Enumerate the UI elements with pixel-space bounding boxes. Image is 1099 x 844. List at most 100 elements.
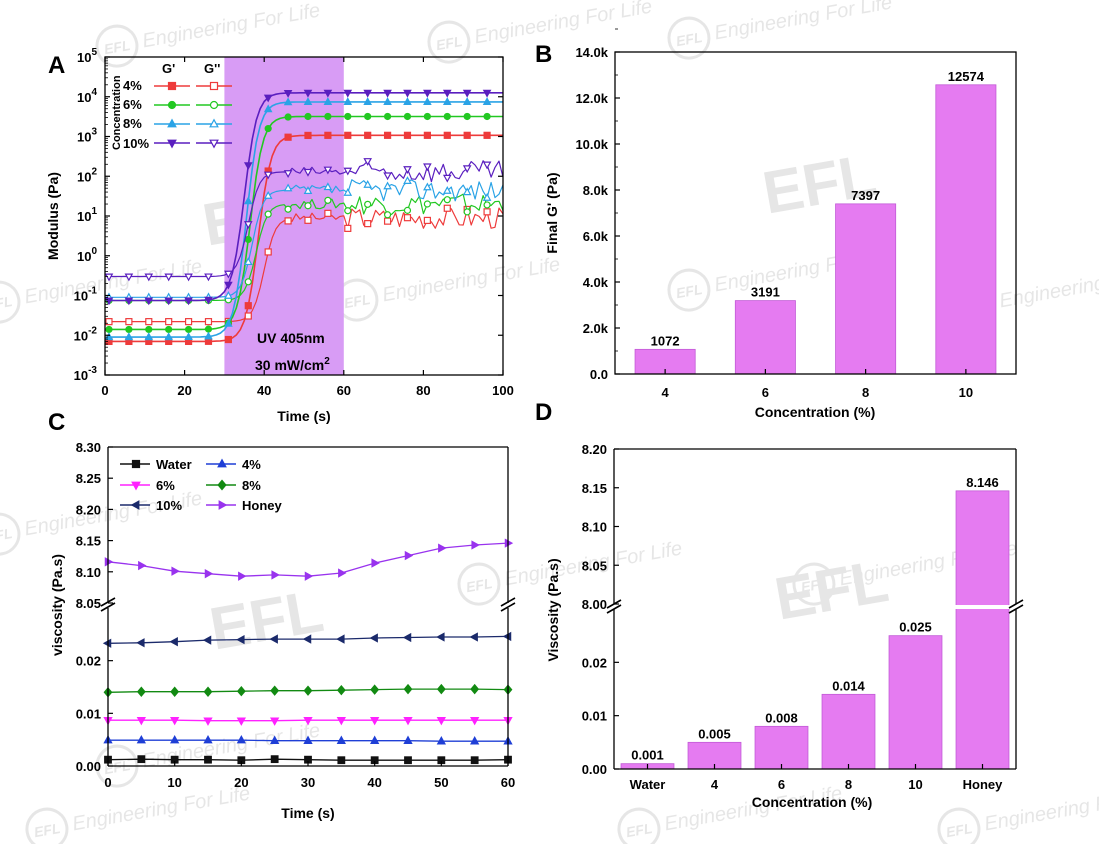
storage-modulus-point	[403, 89, 412, 98]
panel-d-y-label: Viscosity (Pa.s)	[545, 558, 561, 661]
storage-modulus-point	[463, 112, 471, 121]
panel-letter-b: B	[535, 41, 552, 68]
y-tick-label: 103	[77, 127, 97, 145]
storage-modulus-point	[423, 131, 431, 139]
legend-marker	[209, 100, 219, 110]
viscosity-point	[236, 734, 246, 744]
storage-modulus-point	[462, 97, 472, 105]
watermark-text: Engineering For Life	[23, 487, 204, 540]
legend-label-c-4pct: 4%	[242, 457, 261, 472]
viscosity-point	[470, 716, 480, 726]
panel-b-axes: 0.0 2.0k 4.0k 6.0k 8.0k 10.0k 12.0k 14.0k 4 6 8 10	[575, 28, 973, 400]
loss-modulus-point	[383, 172, 392, 181]
y-tick-label: 0.00	[76, 759, 101, 774]
x-tick-label: 20	[177, 383, 191, 398]
watermark-text: Engineering For Life	[381, 253, 562, 306]
storage-modulus-point	[304, 112, 312, 121]
storage-modulus-point	[124, 297, 134, 306]
legend-label-c-6pct: 6%	[156, 478, 175, 493]
y-tick-exponent: -2	[88, 325, 97, 336]
y-tick-label: 12.0k	[575, 91, 608, 106]
axis-break-right	[1008, 604, 1024, 614]
loss-modulus-point	[184, 273, 193, 282]
viscosity-point	[138, 560, 147, 571]
storage-modulus-point	[344, 131, 352, 139]
viscosity-point	[371, 558, 380, 568]
storage-modulus-point	[184, 332, 193, 341]
legend-header-loss-modulus: G''	[204, 61, 220, 76]
loss-modulus-point	[423, 216, 431, 225]
y-tick-label: 10-1	[74, 286, 98, 304]
storage-modulus-point	[164, 332, 173, 341]
viscosity-point	[336, 735, 346, 744]
storage-modulus-point	[144, 297, 154, 306]
x-tick-label: 6	[762, 385, 769, 400]
x-tick-label: Honey	[963, 777, 1004, 792]
watermark-logo-text: EFL	[33, 820, 62, 840]
storage-modulus-point	[483, 112, 491, 121]
loss-modulus-point	[145, 318, 153, 326]
storage-modulus-point	[364, 131, 372, 139]
storage-modulus-point	[264, 124, 272, 133]
storage-modulus-point	[463, 131, 471, 139]
viscosity-point	[370, 684, 380, 695]
watermark-logo-icon	[667, 268, 711, 312]
loss-modulus-point	[303, 186, 313, 194]
x-tick-label: Water	[630, 777, 666, 792]
loss-modulus-point	[124, 273, 134, 282]
loss-modulus-point	[105, 318, 113, 326]
y-tick-label: 8.15	[582, 481, 607, 496]
watermark-logo-icon	[25, 807, 69, 844]
viscosity-point	[104, 557, 114, 567]
y-tick-label: 102	[77, 166, 97, 184]
loss-modulus-point	[344, 224, 352, 232]
viscosity-point	[136, 716, 146, 726]
y-tick-label: 8.10	[76, 565, 101, 580]
panel-b-final-modulus-chart: B 1072 3191 7397 12574 0.0 2.0k 4.0k 6.0k 8.0k 1…	[535, 28, 1017, 420]
y-tick-label: 8.15	[76, 534, 101, 549]
viscosity-point	[169, 637, 178, 647]
loss-modulus-point	[224, 291, 233, 299]
legend-marker	[209, 139, 219, 149]
storage-modulus-point	[243, 162, 253, 171]
y-tick-exponent: 2	[91, 166, 97, 177]
bar-value-label: 0.008	[765, 710, 798, 725]
storage-modulus-point	[224, 318, 233, 327]
loss-modulus-point	[243, 257, 253, 266]
bar-value-label: 0.001	[631, 748, 664, 763]
watermark-logo-icon	[0, 512, 21, 556]
watermark-logo-text: EFL	[625, 820, 654, 840]
y-tick-label: 8.0k	[583, 183, 609, 198]
viscosity-point	[270, 755, 279, 764]
y-tick-base: 10	[77, 169, 91, 184]
x-tick-label: 40	[367, 775, 381, 790]
loss-modulus-point	[184, 318, 193, 326]
x-tick-label: 40	[257, 383, 271, 398]
loss-modulus-point	[482, 192, 492, 201]
panel-d-x-label: Concentration (%)	[752, 794, 873, 810]
loss-modulus-point	[363, 180, 372, 188]
panel-d-bars: 0.001 0.005 0.008 0.014 0.025 8.146	[620, 475, 1010, 770]
storage-modulus-point	[165, 325, 173, 334]
legend-label-c-10pct: 10%	[156, 498, 182, 513]
panel-a-y-label: Modulus (Pa)	[45, 172, 61, 260]
legend-marker	[209, 81, 219, 91]
x-tick-label: 60	[501, 775, 515, 790]
watermark-logo-large: EFL	[770, 547, 893, 633]
viscosity-point	[270, 735, 280, 744]
viscosity-point	[370, 716, 380, 726]
y-tick-label: 8.25	[76, 471, 101, 486]
bar-value-label: 3191	[751, 285, 780, 300]
y-tick-label: 0.00	[582, 762, 607, 777]
panel-b-y-label: Final G' (Pa)	[544, 172, 560, 253]
legend-marker	[167, 118, 177, 128]
watermark-text: Engineering For Life	[141, 0, 322, 52]
watermark-logo-text: EFL	[800, 575, 829, 595]
storage-modulus-point	[105, 325, 113, 334]
viscosity-point	[336, 634, 345, 644]
viscosity-point	[403, 735, 413, 744]
bar-value-label: 0.014	[832, 678, 865, 693]
legend-marker	[218, 500, 228, 510]
